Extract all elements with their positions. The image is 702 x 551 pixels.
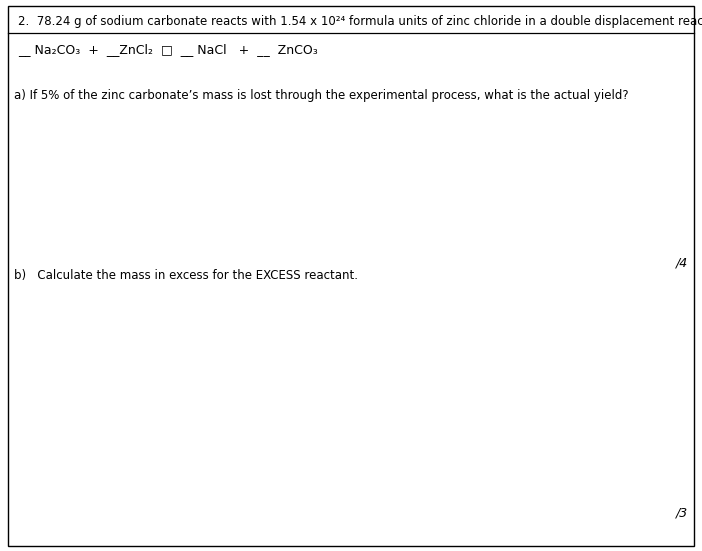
Text: 2.  78.24 g of sodium carbonate reacts with 1.54 x 10²⁴ formula units of zinc ch: 2. 78.24 g of sodium carbonate reacts wi… (18, 15, 702, 28)
Text: __ Na₂CO₃  +  __ZnCl₂  □  __ NaCl   +  __  ZnCO₃: __ Na₂CO₃ + __ZnCl₂ □ __ NaCl + __ ZnCO₃ (18, 43, 318, 56)
Text: /4: /4 (676, 256, 688, 269)
Text: a) If 5% of the zinc carbonate’s mass is lost through the experimental process, : a) If 5% of the zinc carbonate’s mass is… (14, 89, 628, 102)
Text: /3: /3 (676, 506, 688, 519)
Text: b)   Calculate the mass in excess for the EXCESS reactant.: b) Calculate the mass in excess for the … (14, 269, 358, 282)
